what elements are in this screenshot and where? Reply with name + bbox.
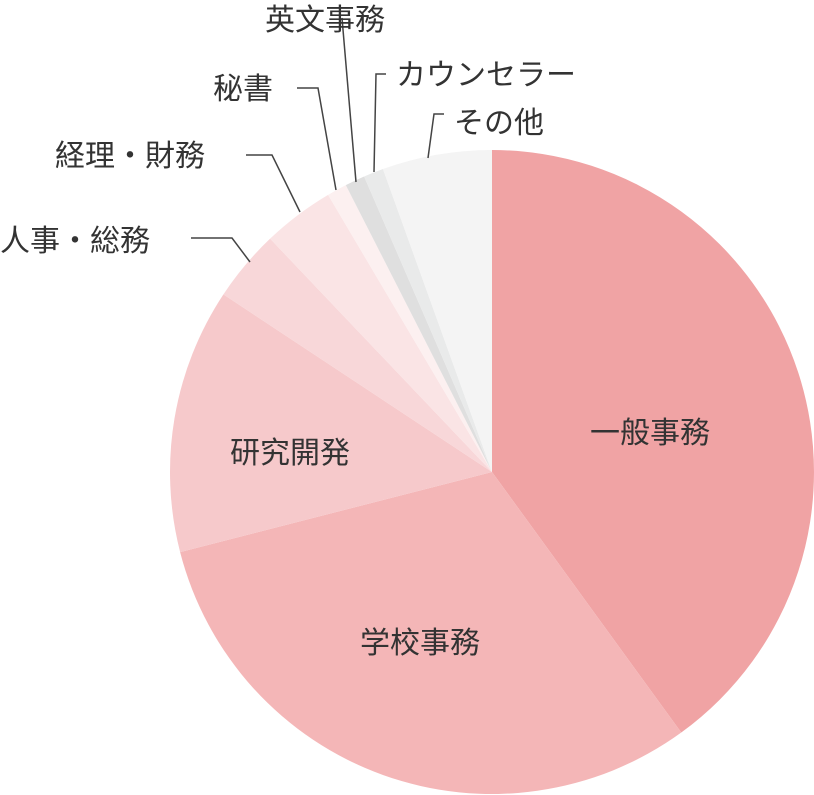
pie-slice bbox=[328, 185, 492, 473]
slice-label: 一般事務 bbox=[590, 416, 710, 451]
pie-slice bbox=[364, 169, 492, 473]
pie-slice bbox=[345, 176, 492, 472]
pie-slice bbox=[180, 472, 682, 794]
leader-line bbox=[341, 17, 357, 183]
slice-label: 人事・総務 bbox=[0, 224, 150, 259]
leader-line bbox=[297, 87, 337, 191]
slice-label: カウンセラー bbox=[396, 58, 576, 93]
slice-label: 秘書 bbox=[213, 72, 273, 107]
slice-label: 研究開発 bbox=[230, 436, 350, 471]
pie-slice bbox=[270, 194, 492, 472]
pie-slice bbox=[169, 294, 492, 553]
pie-slice bbox=[382, 150, 492, 472]
pie-slice bbox=[492, 150, 814, 733]
leader-line bbox=[373, 73, 386, 173]
slice-label: その他 bbox=[454, 106, 544, 141]
leader-line bbox=[191, 237, 251, 263]
slice-label: 学校事務 bbox=[360, 626, 480, 661]
pie-slice bbox=[223, 238, 492, 472]
leader-line bbox=[427, 113, 444, 159]
leader-line bbox=[246, 154, 301, 213]
slice-label: 経理・財務 bbox=[55, 139, 205, 174]
slice-label: 英文事務 bbox=[265, 3, 385, 38]
